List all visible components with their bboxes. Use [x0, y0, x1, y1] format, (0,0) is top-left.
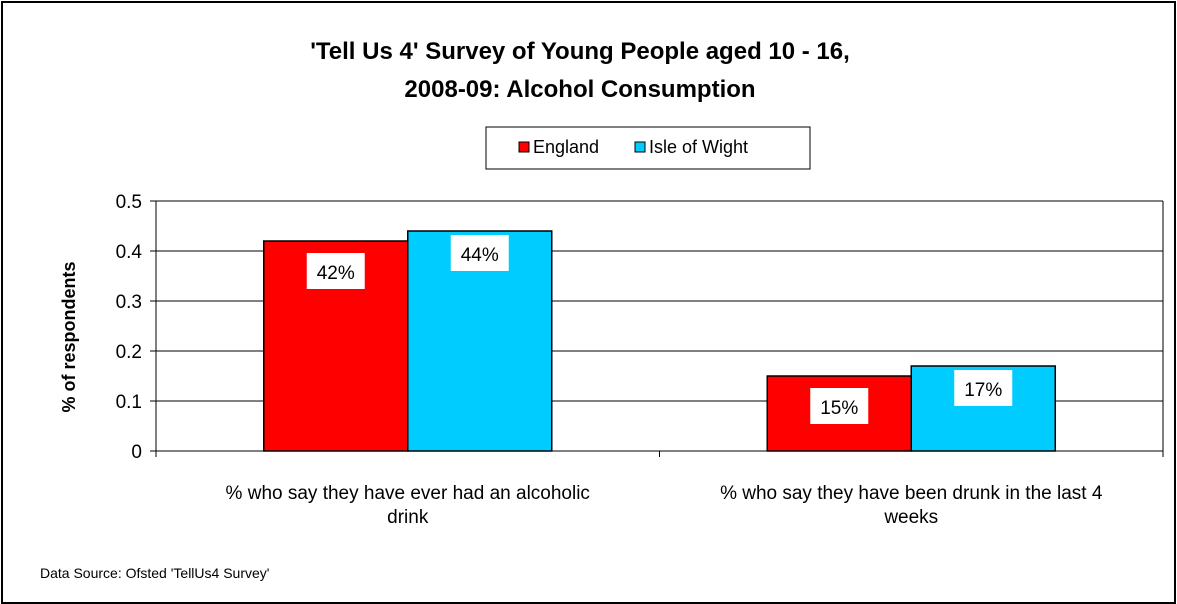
- y-axis-label: % of respondents: [59, 261, 79, 412]
- legend-label-england: England: [533, 137, 599, 157]
- data-label: 15%: [820, 398, 858, 419]
- y-tick-label: 0.5: [116, 192, 142, 213]
- y-tick-labels: 0 0.1 0.2 0.3 0.4 0.5: [116, 192, 143, 463]
- data-label-box: [954, 370, 1013, 406]
- legend-swatch-isle-of-wight: [634, 141, 646, 153]
- chart-svg: 'Tell Us 4' Survey of Young People aged …: [40, 38, 1164, 581]
- category-label: % who say they have ever had an alcoholi…: [226, 483, 590, 504]
- data-label-box: [306, 253, 365, 289]
- category-label: weeks: [883, 507, 938, 528]
- data-labels: 42% 44% 15% 17%: [306, 235, 1013, 424]
- data-label-box: [450, 235, 509, 271]
- y-tick-label: 0.2: [116, 342, 142, 363]
- legend-swatch-england: [518, 141, 530, 153]
- chart-title-line-2: 2008-09: Alcohol Consumption: [404, 76, 755, 103]
- chart-title-line-1: 'Tell Us 4' Survey of Young People aged …: [310, 38, 850, 65]
- data-label-box: [810, 388, 869, 424]
- legend: England Isle of Wight: [485, 126, 811, 170]
- data-source-note: Data Source: Ofsted 'TellUs4 Survey': [40, 565, 269, 581]
- y-tick-label: 0.1: [116, 392, 142, 413]
- y-tick-label: 0.4: [116, 242, 143, 263]
- category-label: % who say they have been drunk in the la…: [720, 483, 1103, 504]
- data-label: 17%: [964, 380, 1002, 401]
- category-labels: % who say they have ever had an alcoholi…: [226, 483, 1103, 528]
- axes: [150, 200, 1164, 457]
- legend-label-isle-of-wight: Isle of Wight: [649, 137, 748, 157]
- bars: [263, 230, 1056, 452]
- legend-box: [485, 126, 811, 170]
- data-label: 44%: [461, 245, 499, 266]
- category-label: drink: [387, 507, 429, 528]
- data-label: 42%: [317, 263, 355, 284]
- y-tick-label: 0.3: [116, 292, 142, 313]
- y-tick-label: 0: [131, 442, 142, 463]
